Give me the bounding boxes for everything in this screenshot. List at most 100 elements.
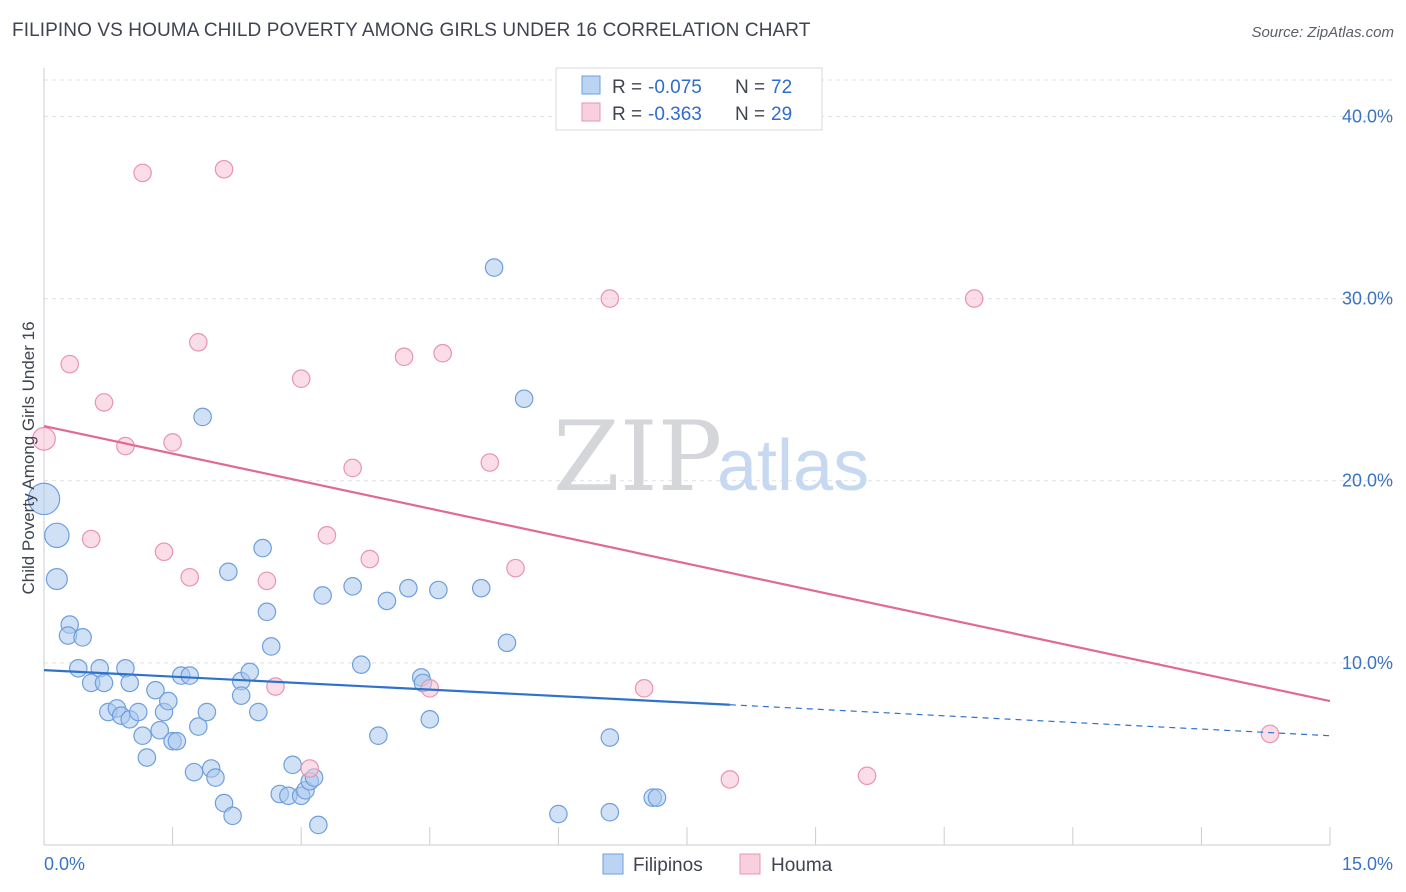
houma-point-14 bbox=[300, 759, 320, 778]
houma-point-28 bbox=[1260, 724, 1280, 744]
houma-trend-line bbox=[43, 424, 1331, 703]
houma-point-3 bbox=[94, 393, 114, 412]
houma-point-8 bbox=[180, 567, 200, 587]
filipino-point-62 bbox=[484, 258, 504, 277]
y-tick-label-2: 30.0% bbox=[1342, 289, 1393, 309]
legend-r-label-filipino: R = bbox=[612, 77, 642, 98]
filipino-point-38 bbox=[240, 662, 260, 682]
filipino-point-54 bbox=[369, 726, 388, 746]
grid-lines bbox=[44, 79, 1395, 664]
filipino-point-65 bbox=[549, 804, 568, 824]
legend-r-label-houma: R = bbox=[612, 104, 642, 125]
series-legend: Filipinos Houma bbox=[602, 853, 833, 876]
houma-point-27 bbox=[964, 289, 984, 308]
filipino-point-29 bbox=[193, 407, 212, 427]
filipino-point-34 bbox=[219, 562, 238, 582]
filipino-point-50 bbox=[309, 815, 328, 835]
legend-n-label-houma: N = bbox=[735, 104, 765, 125]
filipino-point-60 bbox=[429, 580, 448, 600]
filipino-point-19 bbox=[146, 680, 165, 700]
houma-point-25 bbox=[720, 770, 740, 789]
filipino-point-35 bbox=[223, 806, 242, 826]
filipino-point-55 bbox=[377, 591, 397, 611]
houma-point-13 bbox=[291, 369, 311, 389]
filipino-point-39 bbox=[249, 702, 268, 722]
filipino-point-0 bbox=[27, 482, 61, 516]
houma-point-24 bbox=[634, 679, 654, 698]
stats-legend: R = -0.075 N = 72 R = -0.363 N = 29 bbox=[555, 67, 823, 131]
houma-point-17 bbox=[360, 549, 380, 569]
watermark-atlas: atlas bbox=[717, 426, 869, 506]
x-tick-label-min: 0.0% bbox=[44, 854, 85, 874]
filipino-point-66 bbox=[600, 802, 620, 822]
legend-r-value-houma: -0.363 bbox=[648, 104, 702, 125]
filipino-point-11 bbox=[120, 673, 140, 693]
filipino-point-6 bbox=[68, 659, 88, 678]
filipino-point-61 bbox=[471, 578, 491, 598]
trend-lines bbox=[43, 424, 1331, 737]
filipino-point-26 bbox=[180, 666, 200, 685]
filipino-point-56 bbox=[399, 578, 418, 598]
filipino-point-37 bbox=[231, 686, 251, 705]
y-tick-labels: 10.0% 20.0% 30.0% 40.0% bbox=[1342, 106, 1393, 672]
houma-point-18 bbox=[394, 347, 414, 367]
filipino-point-27 bbox=[184, 762, 204, 782]
houma-point-16 bbox=[343, 458, 362, 478]
filipino-point-2 bbox=[45, 568, 68, 591]
filipino-point-9 bbox=[94, 673, 114, 693]
y-axis-label: Child Poverty Among Girls Under 16 bbox=[19, 321, 38, 594]
filipino-point-69 bbox=[647, 788, 667, 807]
chart-title: FILIPINO VS HOUMA CHILD POVERTY AMONG GI… bbox=[12, 20, 811, 41]
houma-point-2 bbox=[81, 529, 101, 549]
series-swatch-filipinos bbox=[602, 853, 624, 875]
houma-point-23 bbox=[600, 289, 620, 308]
filipino-point-67 bbox=[600, 728, 620, 747]
filipino-point-20 bbox=[150, 720, 170, 740]
watermark: ZIP atlas bbox=[553, 401, 869, 513]
legend-r-value-filipino: -0.075 bbox=[648, 77, 702, 98]
filipino-point-40 bbox=[253, 538, 272, 558]
filipino-point-59 bbox=[420, 710, 440, 729]
houma-point-6 bbox=[154, 542, 174, 562]
axes bbox=[43, 68, 1331, 846]
houma-point-5 bbox=[133, 163, 152, 183]
houma-points bbox=[32, 159, 1280, 789]
filipino-point-1 bbox=[44, 522, 70, 549]
filipino-point-33 bbox=[214, 793, 234, 813]
filipino-trend-extension bbox=[729, 704, 1331, 737]
y-tick-label-0: 10.0% bbox=[1342, 653, 1393, 673]
filipino-points bbox=[27, 258, 667, 835]
filipino-point-18 bbox=[137, 748, 157, 767]
filipino-point-51 bbox=[313, 586, 332, 605]
filipino-point-5 bbox=[73, 628, 92, 647]
series-label-houma: Houma bbox=[771, 855, 833, 876]
filipino-point-16 bbox=[129, 702, 148, 722]
filipino-point-42 bbox=[261, 637, 281, 656]
houma-point-11 bbox=[257, 571, 277, 591]
series-label-filipinos: Filipinos bbox=[633, 855, 703, 876]
houma-point-20 bbox=[433, 343, 452, 363]
filipino-point-28 bbox=[189, 717, 208, 736]
x-tick-label-max: 15.0% bbox=[1342, 854, 1393, 874]
filipino-point-17 bbox=[133, 726, 152, 746]
filipino-point-64 bbox=[514, 389, 534, 409]
houma-point-4 bbox=[116, 436, 135, 456]
legend-n-value-houma: 29 bbox=[771, 104, 792, 125]
filipino-point-63 bbox=[497, 633, 517, 653]
houma-point-0 bbox=[32, 426, 56, 451]
houma-point-9 bbox=[189, 332, 208, 352]
series-swatch-houma bbox=[739, 853, 761, 875]
filipino-point-52 bbox=[343, 577, 362, 596]
filipino-trend-line bbox=[43, 669, 730, 706]
filipino-point-41 bbox=[257, 602, 277, 622]
legend-n-value-filipino: 72 bbox=[771, 77, 792, 98]
filipino-point-30 bbox=[197, 702, 217, 722]
filipino-point-53 bbox=[351, 655, 371, 674]
filipino-point-22 bbox=[159, 691, 178, 711]
houma-point-1 bbox=[60, 354, 80, 374]
filipino-point-24 bbox=[167, 731, 187, 751]
y-tick-label-3: 40.0% bbox=[1342, 106, 1393, 126]
y-tick-label-1: 20.0% bbox=[1342, 471, 1393, 491]
filipino-point-45 bbox=[283, 755, 302, 775]
filipino-point-32 bbox=[206, 768, 225, 787]
